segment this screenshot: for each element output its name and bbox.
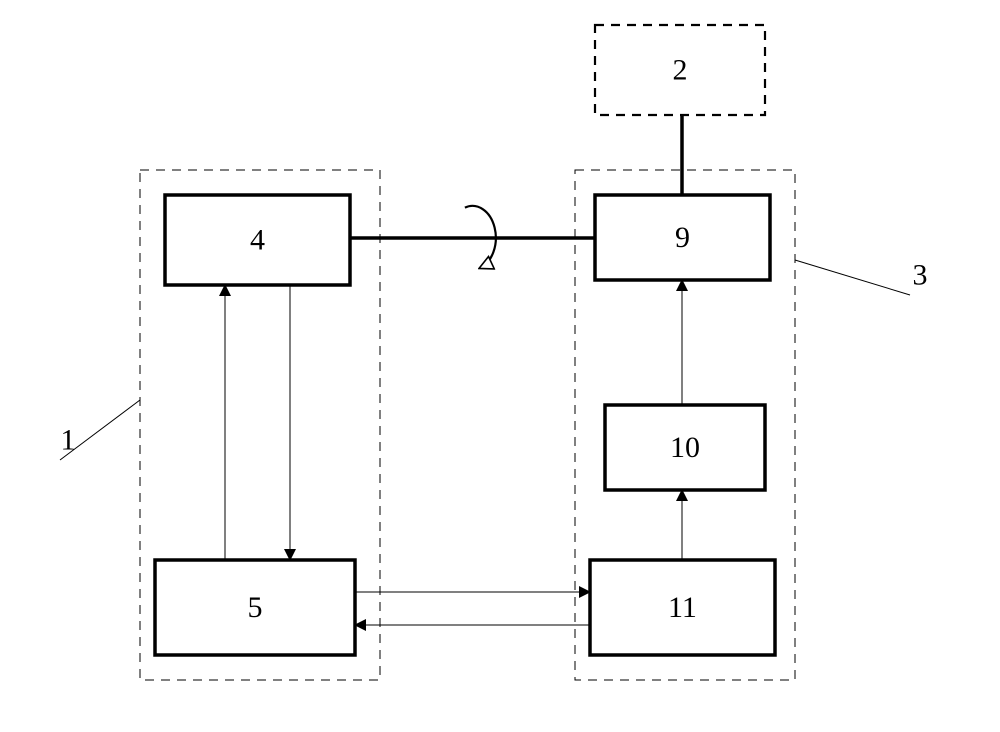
edges-layer: [225, 115, 682, 625]
leader-label-l3: 3: [913, 259, 928, 292]
block-diagram: 24910511 13: [0, 0, 1000, 732]
leaders-layer: 13: [60, 259, 928, 461]
node-label-n9: 9: [675, 221, 690, 254]
leader-label-l1: 1: [61, 424, 76, 457]
node-label-n4: 4: [250, 224, 265, 257]
node-label-n10: 10: [670, 431, 700, 464]
node-label-n5: 5: [248, 591, 263, 624]
node-label-n2: 2: [673, 54, 688, 87]
node-label-n11: 11: [668, 591, 697, 624]
leader-line-l3: [795, 260, 910, 295]
